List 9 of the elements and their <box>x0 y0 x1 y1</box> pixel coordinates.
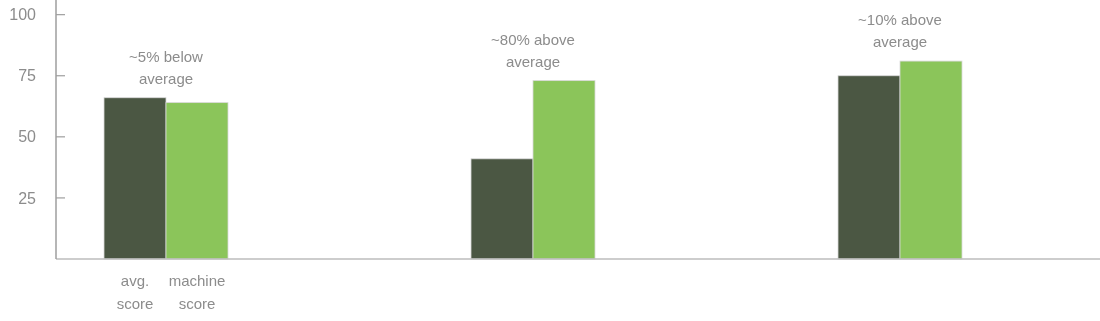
y-tick-label: 50 <box>18 128 37 146</box>
y-tick-label: 75 <box>18 67 37 85</box>
annotation: ~80% above average <box>491 30 575 70</box>
annotation: ~10% above average <box>858 11 942 51</box>
series-label: avg. score <box>116 272 154 312</box>
series-label: machine score <box>168 272 226 312</box>
y-tick-label: 25 <box>18 189 37 207</box>
y-tick-label: 100 <box>9 6 37 24</box>
annotation: ~5% below average <box>129 47 204 87</box>
